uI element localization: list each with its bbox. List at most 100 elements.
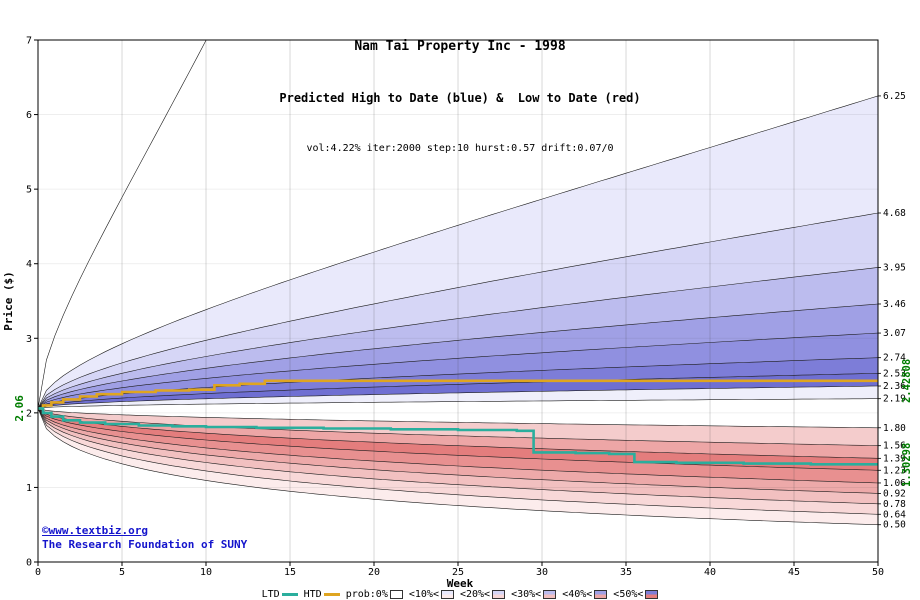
legend-item-prob-2: <20%<: [459, 589, 506, 600]
x-tick-label: 30: [536, 567, 548, 578]
band-boundary: [38, 408, 878, 494]
y-tick-label: 2: [26, 408, 32, 419]
legend-item-prob-4: <40%<: [562, 589, 608, 600]
right-band-label: 3.95: [883, 262, 906, 273]
prob-swatch-5: [645, 590, 659, 599]
y-tick-label: 0: [26, 558, 32, 569]
band-boundary: [38, 408, 878, 505]
right-band-label: 6.25: [883, 91, 906, 102]
chart-header: Nam Tai Property Inc - 1998 Predicted Hi…: [0, 1, 920, 192]
band-boundary: [38, 267, 878, 409]
x-axis-label: Week: [446, 577, 474, 590]
htd-line: [38, 379, 878, 410]
legend-item-prob-0-label: prob:0%: [345, 589, 388, 600]
upper-band-0: [38, 40, 878, 409]
x-tick-label: 45: [788, 567, 800, 578]
band-boundary: [38, 398, 878, 409]
right-band-label: 1.39: [883, 453, 906, 464]
band-boundary: [38, 212, 878, 409]
band-boundary: [38, 303, 878, 409]
legend-item-prob-3: <30%<: [511, 589, 557, 600]
band-boundary: [38, 408, 878, 525]
right-band-label: 2.53: [883, 368, 906, 379]
lower-band-7: [38, 408, 878, 525]
y-axis-title: Price ($): [2, 271, 15, 331]
x-tick-label: 15: [284, 567, 296, 578]
legend-item-htd-label: HTD: [303, 589, 322, 600]
suny-label: The Research Foundation of SUNY: [42, 538, 248, 551]
ltd-end-label: 1.30298: [901, 443, 913, 487]
legend-item-prob-1: <10%<: [409, 589, 454, 600]
right-band-label: 4.68: [883, 208, 906, 219]
band-boundary: [38, 408, 878, 515]
legend-item-prob-5: <50%<: [613, 589, 659, 600]
y-tick-label: 4: [26, 259, 32, 270]
lower-band-2: [38, 408, 878, 471]
x-tick-label: 35: [620, 567, 632, 578]
y-tick-label: 1: [26, 483, 32, 494]
right-band-label: 1.06: [883, 478, 906, 489]
x-tick-label: 10: [200, 567, 212, 578]
legend-item-htd: HTD: [304, 589, 340, 600]
right-band-label: 1.23: [883, 465, 906, 476]
y-tick-label: 6: [26, 110, 32, 121]
legend-item-prob-2-label: <20%<: [459, 589, 491, 600]
legend-item-prob-0: prob:0%: [346, 589, 403, 600]
legend-item-prob-3-label: <30%<: [511, 589, 542, 600]
legend-item-prob-1-label: <10%<: [408, 589, 439, 600]
right-band-label: 0.64: [883, 509, 906, 520]
lower-band-4: [38, 408, 878, 494]
band-boundary: [38, 95, 878, 409]
band-boundary: [38, 408, 878, 429]
legend-item-prob-5-label: <50%<: [613, 589, 644, 600]
band-boundary: [38, 408, 878, 446]
x-tick-label: 20: [368, 567, 380, 578]
htd-end-label: 2.42808: [901, 359, 913, 403]
right-band-label: 2.19: [883, 394, 906, 405]
legend-item-ltd: LTD: [262, 589, 298, 600]
prob-swatch-1: [440, 590, 454, 599]
lower-band-6: [38, 408, 878, 515]
prob-swatch-0: [389, 590, 403, 599]
chart-title: Nam Tai Property Inc - 1998: [354, 39, 566, 54]
lower-band-5: [38, 408, 878, 504]
footer: ©www.textbiz.org The Research Foundation…: [42, 524, 247, 552]
start-price-label: 2.06: [13, 395, 26, 422]
lower-band-0: [38, 408, 878, 446]
right-band-label: 2.74: [883, 353, 906, 364]
band-boundary: [38, 408, 878, 471]
band-boundary: [38, 40, 207, 409]
legend: LTD HTD prob:0% <10%< <20%< <30%< <40%< <50%<: [0, 589, 920, 600]
ltd-line-swatch: [281, 593, 298, 596]
band-boundary: [38, 408, 878, 484]
plot-area: [38, 40, 878, 562]
prob-swatch-3: [543, 590, 557, 599]
band-boundary: [38, 373, 878, 409]
y-tick-label: 5: [26, 185, 32, 196]
prob-swatch-2: [492, 590, 506, 599]
x-tick-label: 5: [119, 567, 125, 578]
y-tick-label: 3: [26, 334, 32, 345]
x-tick-label: 25: [452, 567, 464, 578]
upper-band-6: [38, 357, 878, 409]
lower-band-3: [38, 408, 878, 483]
right-band-label: 2.36: [883, 381, 906, 392]
band-boundary: [38, 385, 878, 409]
upper-band-2: [38, 213, 878, 409]
upper-band-3: [38, 267, 878, 409]
right-band-label: 0.50: [883, 520, 906, 531]
right-band-label: 3.46: [883, 299, 906, 310]
textbiz-link[interactable]: ©www.textbiz.org: [42, 524, 148, 537]
x-tick-label: 50: [872, 567, 884, 578]
x-tick-label: 40: [704, 567, 716, 578]
band-boundary: [38, 332, 878, 409]
x-tick-label: 0: [35, 567, 41, 578]
right-band-label: 1.56: [883, 441, 906, 452]
y-tick-label: 7: [26, 36, 32, 47]
upper-band-4: [38, 304, 878, 409]
prob-swatch-4: [594, 590, 608, 599]
lower-band-1: [38, 408, 878, 459]
chart-subtitle: Predicted High to Date (blue) & Low to D…: [279, 91, 641, 105]
